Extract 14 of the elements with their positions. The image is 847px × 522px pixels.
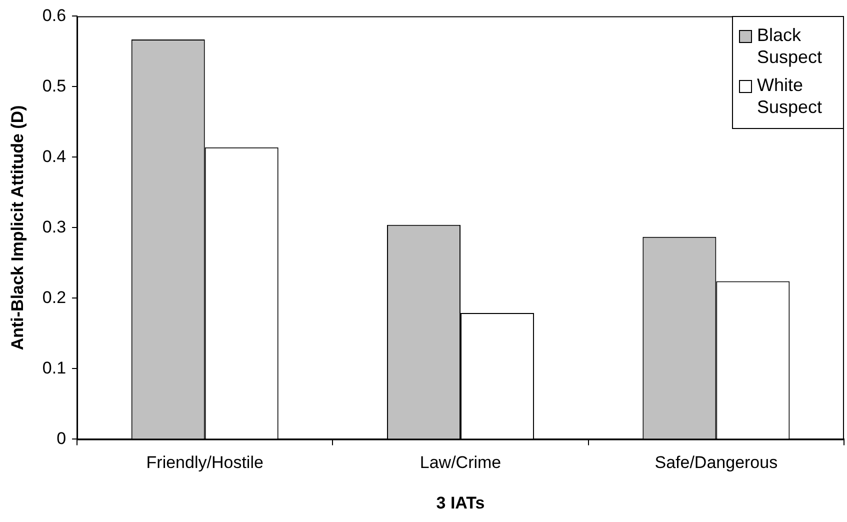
y-tick-label: 0.2 [42,288,66,307]
y-axis-title: Anti-Black Implicit Attitude (D) [8,105,27,350]
y-tick-label: 0.6 [42,6,66,25]
text: White Suspect [757,74,824,118]
x-tick-label: Friendly/Hostile [146,453,264,472]
y-tick-label: 0 [56,428,66,448]
x-axis-title: 3 IATs [436,493,485,512]
y-tick-label: 0.1 [42,358,66,378]
legend-label: Black Suspect [757,24,824,68]
x-tick-label: Safe/Dangerous [654,453,778,472]
x-tick-label: Law/Crime [420,453,502,472]
y-tick-label: 0.3 [42,217,66,236]
y-tick-label: 0.4 [42,146,66,166]
y-tick-label: 0.5 [42,76,66,96]
